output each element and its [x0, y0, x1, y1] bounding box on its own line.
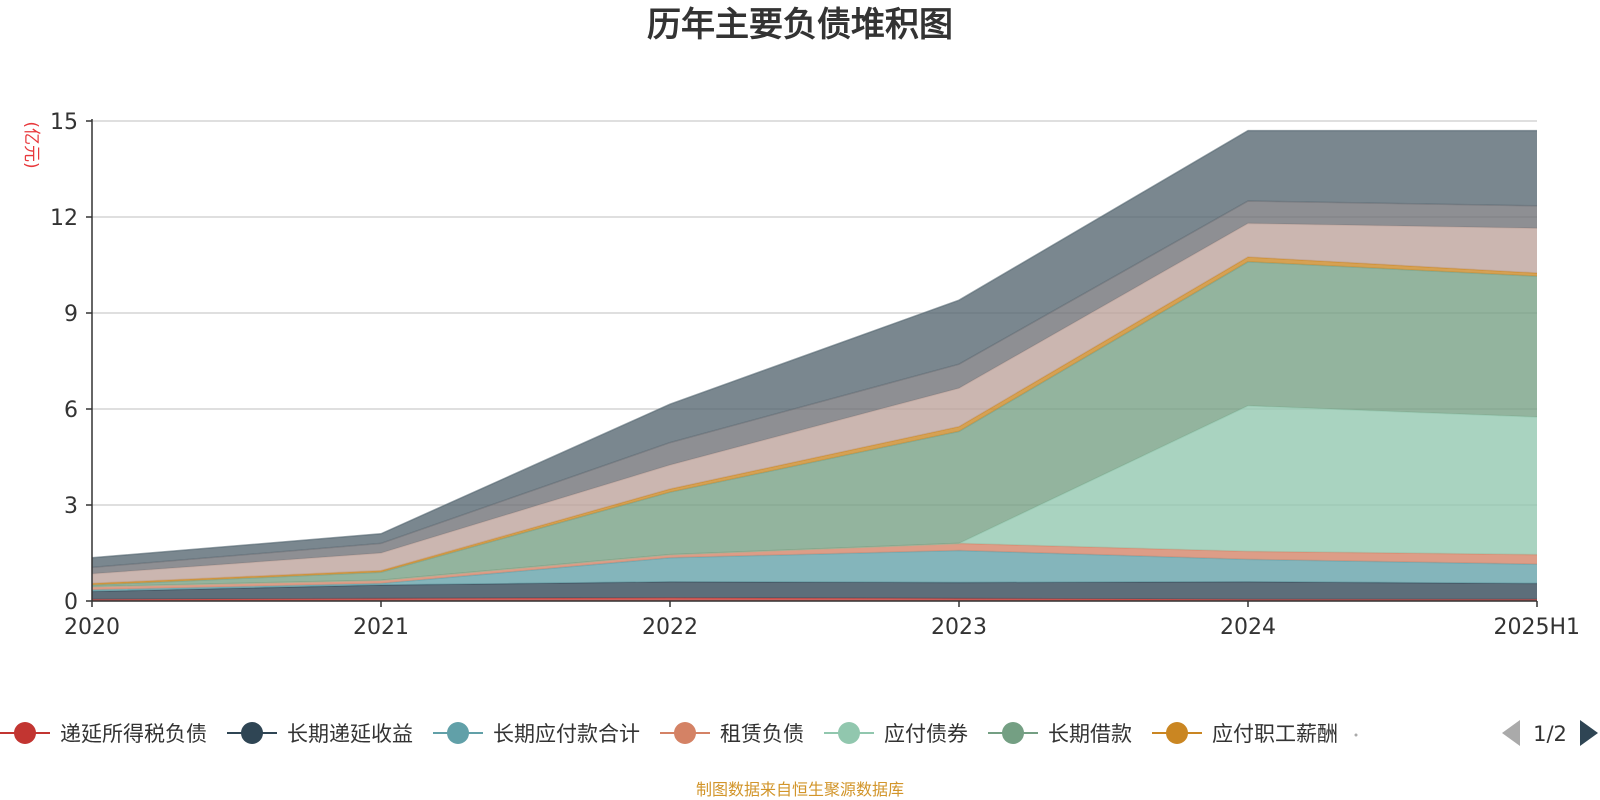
legend-item[interactable]: 长期借款	[988, 722, 1132, 746]
x-tick-labels: 2020 2021 2022 2023 2024 2025H1	[64, 615, 1580, 640]
legend-marker-icon	[241, 722, 263, 744]
legend-label: 应付债券	[884, 722, 968, 746]
legend-marker-icon	[14, 722, 36, 744]
legend-label: 长期借款	[1048, 722, 1132, 746]
area-series	[91, 129, 1538, 601]
legend-marker-icon	[674, 722, 696, 744]
x-tick-label: 2020	[64, 615, 120, 640]
legend-item[interactable]: 长期递延收益	[227, 722, 413, 746]
y-axis-unit: (亿元)	[21, 121, 41, 168]
area-series-8	[92, 223, 1537, 584]
legend: 递延所得税负债 长期递延收益 长期应付款合计 租赁负债 应付债券 长期借款 应付职工薪酬	[0, 722, 1358, 746]
y-tick-label: 0	[64, 590, 78, 615]
legend-item[interactable]: 应付债券	[824, 722, 968, 746]
legend-label: 租赁负债	[720, 722, 804, 746]
legend-page-indicator: 1/2	[1533, 722, 1567, 746]
legend-marker-icon	[1166, 722, 1188, 744]
axes	[86, 119, 1538, 607]
area-series-6	[92, 261, 1537, 587]
legend-item[interactable]: 递延所得税负债	[0, 722, 207, 746]
legend-overflow-dot	[1354, 733, 1358, 737]
source-note: 制图数据来自恒生聚源数据库	[696, 780, 904, 799]
legend-next-arrow-icon[interactable]	[1580, 720, 1598, 746]
x-tick-label: 2024	[1220, 615, 1276, 640]
y-tick-label: 12	[50, 206, 78, 231]
legend-label: 长期递延收益	[287, 722, 413, 746]
y-tick-label: 3	[64, 494, 78, 519]
legend-item[interactable]: 租赁负债	[660, 722, 804, 746]
x-tick-label: 2021	[353, 615, 409, 640]
y-tick-label: 9	[64, 302, 78, 327]
area-series-line-10	[91, 129, 1537, 559]
legend-label: 长期应付款合计	[493, 722, 640, 746]
area-series-5	[92, 405, 1537, 587]
area-series-2	[92, 581, 1537, 600]
x-tick-label: 2023	[931, 615, 987, 640]
legend-marker-icon	[447, 722, 469, 744]
area-series-4	[92, 543, 1537, 590]
legend-marker-icon	[1002, 722, 1024, 744]
legend-item[interactable]: 长期应付款合计	[433, 722, 640, 746]
legend-item[interactable]: 应付职工薪酬	[1152, 722, 1338, 746]
legend-prev-arrow-icon[interactable]	[1502, 720, 1520, 746]
y-tick-labels: 0 3 6 9 12 15	[50, 110, 78, 615]
x-tick-label: 2025H1	[1493, 615, 1580, 640]
legend-label: 应付职工薪酬	[1212, 722, 1338, 746]
area-series-3	[92, 550, 1537, 592]
x-tick-label: 2022	[642, 615, 698, 640]
y-tick-label: 6	[64, 398, 78, 423]
legend-pager: 1/2	[1502, 720, 1598, 746]
area-series-10	[92, 130, 1537, 568]
legend-marker-icon	[838, 722, 860, 744]
legend-label: 递延所得税负债	[60, 722, 207, 746]
y-tick-label: 15	[50, 110, 78, 135]
chart-title: 历年主要负债堆积图	[647, 5, 953, 45]
